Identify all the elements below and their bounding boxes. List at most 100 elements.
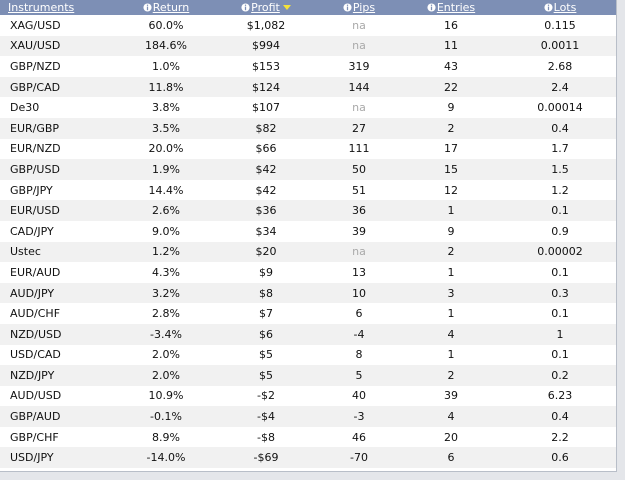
table-cell: 46: [352, 430, 366, 444]
table-cell: AUD/USD: [10, 389, 62, 403]
table-cell: 0.4: [504, 117, 616, 139]
table-cell: Ustec: [0, 241, 120, 263]
table-cell: XAG/USD: [10, 18, 61, 32]
table-cell: 0.1: [551, 307, 569, 321]
table-cell: 2: [398, 241, 504, 263]
table-row: GBP/AUD -0.1% -$4 -3 4 0.4: [0, 406, 616, 427]
table-cell: 12: [444, 183, 458, 197]
column-header[interactable]: Return: [120, 0, 212, 15]
table-row: GBP/CHF 8.9% -$8 46 20 2.2: [0, 427, 616, 448]
table-cell: $66: [255, 142, 277, 156]
info-icon[interactable]: [343, 2, 352, 12]
table-cell: 2.8%: [152, 307, 180, 321]
table-cell: EUR/GBP: [0, 117, 120, 139]
table-cell: EUR/NZD: [10, 142, 61, 156]
table-row: AUD/USD 10.9% -$2 40 39 6.23: [0, 386, 616, 407]
table-cell: $5: [259, 348, 273, 362]
column-header[interactable]: Instruments: [0, 0, 120, 15]
table-cell: $42: [255, 183, 277, 197]
table-cell: 0.1: [551, 348, 569, 362]
table-row: EUR/GBP 3.5% $82 27 2 0.4: [0, 117, 616, 139]
header-label[interactable]: Profit: [251, 1, 280, 14]
table-cell: $9: [259, 265, 273, 279]
table-cell: 2.0%: [152, 348, 180, 362]
table-cell: 4: [398, 323, 504, 345]
table-cell: -$69: [212, 447, 320, 469]
sort-indicator: [282, 5, 291, 10]
table-cell: na: [320, 241, 398, 263]
table-cell: 0.00014: [537, 101, 583, 115]
info-icon[interactable]: [143, 2, 152, 12]
table-cell: 2.6%: [120, 200, 212, 221]
table-cell: 1.5: [504, 159, 616, 180]
info-icon[interactable]: [544, 2, 553, 12]
header-label[interactable]: Return: [152, 1, 190, 14]
table-cell: EUR/USD: [0, 200, 120, 221]
table-cell: 0.115: [544, 18, 576, 32]
table-cell: 20.0%: [148, 142, 184, 156]
table-cell: 2.0%: [120, 365, 212, 386]
table-cell: -$4: [212, 406, 320, 427]
header-label[interactable]: Lots: [553, 1, 577, 14]
table-cell: 0.2: [504, 365, 616, 386]
table-cell: 0.1: [551, 265, 569, 279]
info-icon[interactable]: [241, 2, 250, 12]
table-cell: -$2: [257, 389, 275, 403]
table-cell: $107: [252, 101, 280, 115]
table-cell: 4.3%: [152, 265, 180, 279]
table-cell: -4: [320, 323, 398, 345]
table-cell: -3.4%: [120, 323, 212, 345]
table-cell: GBP/AUD: [0, 406, 120, 427]
table-body: XAG/USD 60.0% $1,082 na 16 0.115 XAU/USD 184.6%…: [0, 15, 616, 469]
table-cell: 6: [398, 447, 504, 469]
table-row: CAD/JPY 9.0% $34 39 9 0.9: [0, 221, 616, 242]
table-cell: 1: [447, 307, 455, 321]
table-row: EUR/AUD 4.3% $9 13 1 0.1: [0, 262, 616, 283]
table-cell: 6.23: [547, 389, 573, 403]
table-cell: 15: [398, 159, 504, 180]
table-row: USD/JPY -14.0% -$69 -70 6 0.6: [0, 447, 616, 469]
table-cell: 2.2: [551, 430, 569, 444]
table-row: NZD/JPY 2.0% $5 5 2 0.2: [0, 365, 616, 386]
table-cell: NZD/JPY: [0, 365, 120, 386]
table-cell: 111: [348, 142, 370, 156]
table-row: AUD/JPY 3.2% $8 10 3 0.3: [0, 282, 616, 304]
table-cell: 39: [352, 224, 366, 238]
table-cell: 50: [320, 159, 398, 180]
table-cell: -0.1%: [120, 406, 212, 427]
table-row: GBP/USD 1.9% $42 50 15 1.5: [0, 159, 616, 180]
table-cell: 0.4: [504, 406, 616, 427]
table-cell: 51: [352, 183, 366, 197]
table-cell: 1: [398, 200, 504, 221]
header-label[interactable]: Pips: [352, 1, 376, 14]
table-cell: 144: [320, 76, 398, 98]
table-cell: 3.5%: [120, 117, 212, 139]
table-cell: 0.1: [504, 200, 616, 221]
info-icon[interactable]: [427, 2, 436, 12]
table-cell: $8: [212, 282, 320, 304]
table-cell: 3: [398, 282, 504, 304]
table-cell: 9: [447, 224, 455, 238]
table-cell: 0.00002: [504, 241, 616, 263]
table-row: GBP/JPY 14.4% $42 51 12 1.2: [0, 180, 616, 201]
column-header[interactable]: Profit: [212, 0, 320, 15]
header-label[interactable]: Instruments: [8, 1, 75, 14]
table-cell: 1.2: [551, 183, 569, 197]
header-label[interactable]: Entries: [436, 1, 476, 14]
table-cell: USD/CAD: [10, 348, 61, 362]
table-cell: GBP/NZD: [10, 59, 61, 73]
table-cell: 1: [447, 348, 455, 362]
table-cell: -3: [320, 406, 398, 427]
table-cell: CAD/JPY: [10, 224, 54, 238]
column-header[interactable]: Entries: [398, 0, 504, 15]
table-cell: $7: [259, 307, 273, 321]
column-header[interactable]: Lots: [504, 0, 616, 15]
column-header[interactable]: Pips: [320, 0, 398, 15]
table-cell: 13: [352, 265, 366, 279]
table-cell: na: [352, 101, 366, 115]
table-row: USD/CAD 2.0% $5 8 1 0.1: [0, 345, 616, 366]
table-cell: 9: [447, 101, 455, 115]
instruments-table: Instruments Return Profit Pips Entries Lots X…: [0, 0, 616, 469]
table-cell: $42: [212, 159, 320, 180]
table-cell: XAU/USD: [0, 35, 120, 57]
